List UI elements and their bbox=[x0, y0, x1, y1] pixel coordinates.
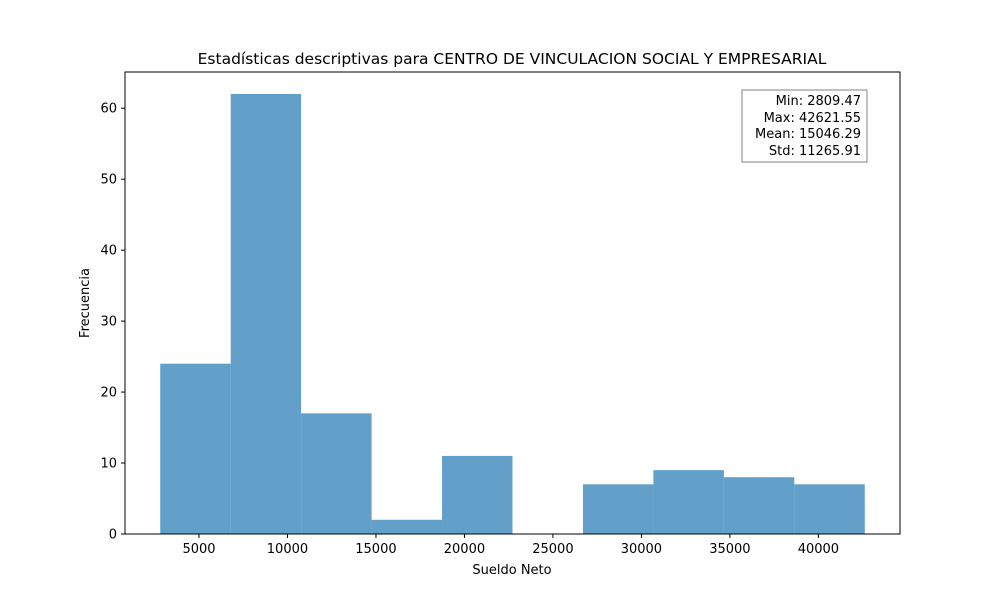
stats-box-frame bbox=[741, 89, 868, 163]
x-tick-label: 10000 bbox=[267, 542, 308, 557]
histogram-bar bbox=[230, 94, 302, 534]
x-axis: 5000 10000 15000 20000 25000 30000 35000 40000 bbox=[182, 534, 839, 557]
x-tick-label: 15000 bbox=[355, 542, 396, 557]
stats-min: Min: 2809.47 bbox=[776, 94, 861, 109]
x-tick-label: 5000 bbox=[182, 542, 215, 557]
x-axis-label: Sueldo Neto bbox=[472, 563, 551, 578]
x-tick-label: 35000 bbox=[709, 542, 750, 557]
y-tick-label: 30 bbox=[100, 315, 117, 330]
histogram-bar bbox=[723, 477, 795, 534]
histogram-bar bbox=[160, 363, 231, 534]
x-tick-label: 40000 bbox=[798, 542, 839, 557]
histogram-bar bbox=[653, 470, 724, 534]
y-tick-label: 40 bbox=[100, 244, 117, 259]
plot-frame bbox=[124, 71, 901, 535]
y-axis: 0 10 20 30 40 50 60 bbox=[100, 102, 125, 543]
stats-box: Min: 2809.47 Max: 42621.55 Mean: 15046.2… bbox=[741, 89, 868, 163]
bars-group bbox=[160, 94, 865, 534]
x-tick-label: 25000 bbox=[532, 542, 573, 557]
y-axis-label: Frecuencia bbox=[78, 268, 93, 338]
y-tick-label: 20 bbox=[100, 386, 117, 401]
histogram-bar bbox=[794, 484, 865, 534]
y-tick-label: 0 bbox=[109, 528, 117, 543]
stats-mean: Mean: 15046.29 bbox=[755, 127, 861, 142]
histogram-bar bbox=[582, 484, 654, 534]
y-tick-label: 10 bbox=[100, 457, 117, 472]
stats-max: Max: 42621.55 bbox=[764, 111, 861, 126]
histogram-bar bbox=[442, 455, 513, 534]
histogram-bar bbox=[371, 519, 443, 534]
y-tick-label: 50 bbox=[100, 173, 117, 188]
x-tick-label: 30000 bbox=[621, 542, 662, 557]
x-tick-label: 20000 bbox=[444, 542, 485, 557]
chart-title: Estadísticas descriptivas para CENTRO DE… bbox=[198, 50, 827, 68]
y-tick-label: 60 bbox=[100, 102, 117, 117]
histogram-bar bbox=[301, 413, 372, 534]
stats-std: Std: 11265.91 bbox=[769, 144, 861, 159]
